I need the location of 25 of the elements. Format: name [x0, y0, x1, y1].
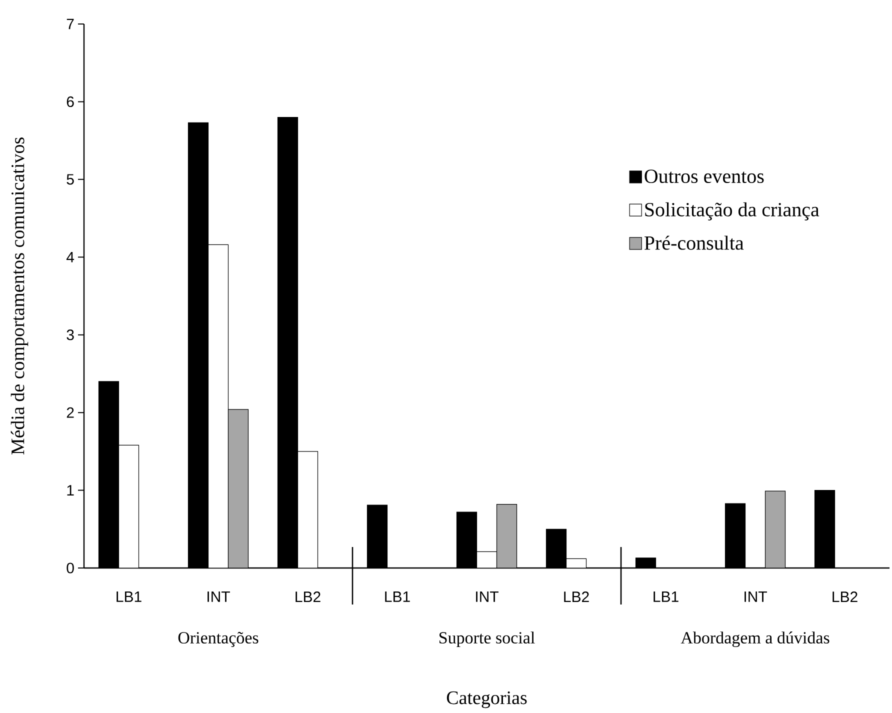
x-tick-label: INT [476, 592, 498, 602]
x-tick-label: LB1 [385, 592, 410, 602]
x-tick-label: LB2 [564, 592, 589, 602]
y-tick-label: 5 [66, 174, 74, 185]
y-tick-label: 3 [66, 330, 74, 340]
text: Orientações [178, 632, 258, 648]
x-tick-label: INT [208, 592, 230, 602]
y-tick-label: 0 [66, 562, 74, 574]
x-axis-title: Categorias [446, 691, 527, 708]
y-axis-title: Média de comportamentos comunicativos [10, 138, 28, 455]
y-tick-label: 7 [66, 18, 74, 30]
x-tick-label: LB2 [296, 592, 320, 602]
legend-label: Solicitação da criança [645, 202, 820, 220]
x-tick-label: LB1 [654, 592, 678, 602]
x-tick-label: LB2 [832, 592, 858, 602]
y-tick-label: 1 [67, 485, 74, 496]
legend-label: Pré-consulta [644, 236, 744, 250]
x-tick-label: INT [744, 592, 767, 602]
text: Abordagem a dúvidas [680, 632, 830, 648]
text: Suporte social [440, 632, 535, 648]
y-tick-label: 2 [66, 407, 74, 418]
legend-label: Outros eventos [644, 170, 764, 184]
x-tick-label: LB1 [116, 592, 142, 602]
y-tick-label: 6 [66, 96, 74, 108]
y-tick-label: 4 [66, 252, 74, 262]
